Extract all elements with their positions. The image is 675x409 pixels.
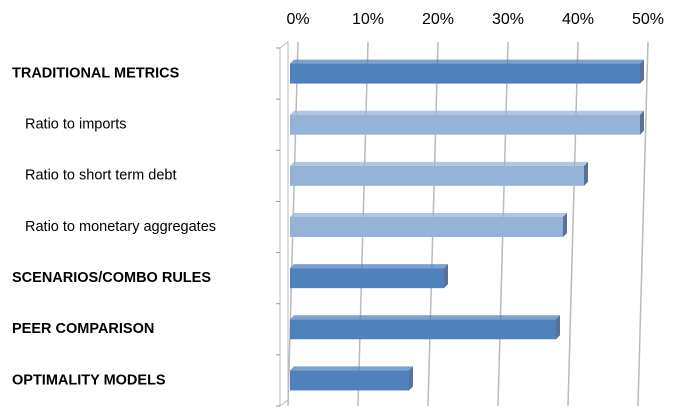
x-tick-label: 0% (286, 11, 309, 28)
bar-side (556, 315, 560, 340)
bar-top (290, 59, 644, 64)
bar (290, 165, 584, 186)
bar-top (290, 161, 588, 166)
bar-side (640, 59, 644, 84)
bar (290, 217, 563, 237)
bar (290, 319, 556, 340)
grid-line (637, 41, 649, 407)
bar-top (290, 315, 560, 320)
bar-top (290, 264, 448, 269)
bar (290, 268, 444, 289)
y-tick-label: Ratio to imports (25, 117, 127, 133)
y-tick-label: Ratio to monetary aggregates (25, 219, 216, 235)
bar (290, 63, 640, 84)
x-tick-label: 10% (352, 11, 384, 28)
x-tick-label: 40% (562, 11, 594, 28)
x-tick-label: 30% (492, 11, 524, 28)
x-tick-label: 20% (422, 11, 454, 28)
bar-side (640, 110, 644, 135)
bar-side (584, 161, 588, 186)
bar (290, 370, 409, 391)
x-tick-label: 50% (632, 11, 664, 28)
grid-line (567, 41, 579, 407)
y-tick-label: TRADITIONAL METRICS (12, 65, 180, 81)
bar (290, 114, 640, 135)
y-tick-label: SCENARIOS/COMBO RULES (12, 270, 211, 286)
bar-top (290, 110, 644, 115)
bar-top (290, 366, 413, 371)
y-tick-label: Ratio to short term debt (25, 168, 177, 184)
bar-top (290, 213, 567, 217)
bar-side (563, 213, 567, 237)
y-tick-label: OPTIMALITY MODELS (12, 372, 166, 388)
y-tick-label: PEER COMPARISON (12, 321, 154, 337)
bar-side (409, 366, 413, 391)
axis-wall (279, 41, 289, 407)
bar-side (444, 264, 448, 289)
